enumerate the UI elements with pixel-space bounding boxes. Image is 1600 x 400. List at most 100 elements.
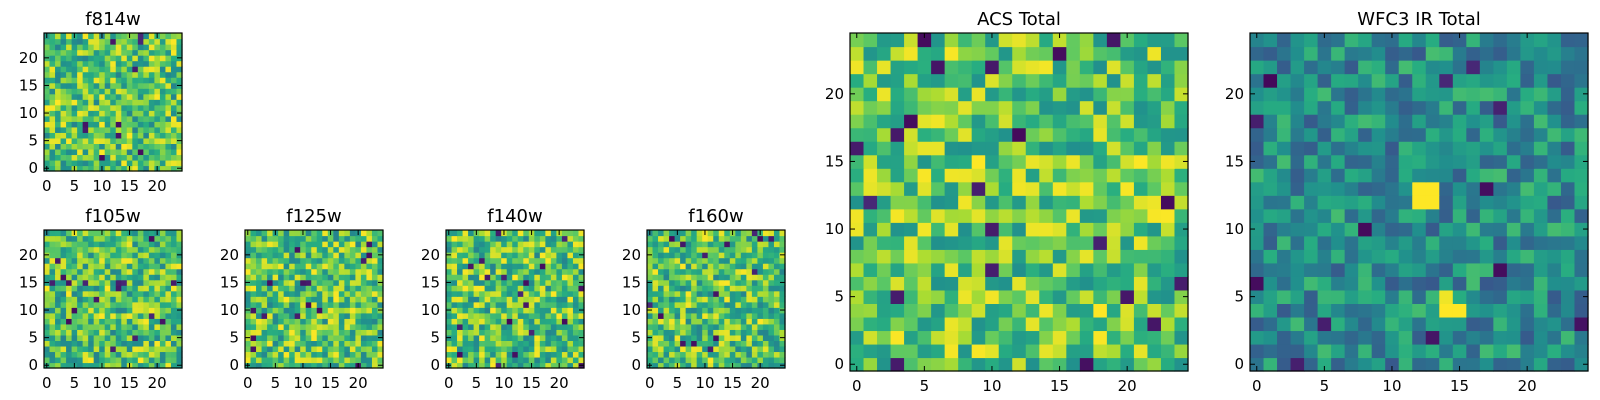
heatmap-cell [44, 268, 51, 275]
heatmap-cell [691, 334, 698, 341]
heatmap-cell [371, 356, 379, 364]
heatmap-cell [658, 356, 665, 364]
heatmap-cell [1547, 141, 1562, 156]
heatmap-cell [468, 285, 475, 292]
heatmap-cell [1547, 33, 1562, 48]
heatmap-cell [165, 126, 172, 133]
heatmap-cells [850, 33, 1189, 372]
heatmap-cell [702, 235, 709, 242]
heatmap-cell [773, 318, 781, 325]
heatmap-cell [88, 301, 95, 308]
heatmap-cell [506, 334, 513, 341]
heatmap-cell [170, 159, 178, 167]
heatmap-cell [71, 290, 78, 297]
heatmap-cell [143, 110, 150, 117]
heatmap-cell [680, 235, 687, 242]
y-tick-label: 0 [28, 356, 38, 374]
heatmap-cell [647, 290, 654, 297]
heatmap-cell [60, 38, 67, 45]
heatmap-cell [735, 285, 742, 292]
heatmap-cell [1344, 343, 1359, 359]
heatmap-cell [762, 312, 770, 319]
heatmap-cell [121, 60, 128, 67]
heatmap-cell [468, 307, 475, 314]
heatmap-cell [517, 296, 524, 303]
heatmap-cell [148, 154, 155, 161]
heatmap-cell [1304, 46, 1319, 61]
heatmap-cell [850, 114, 865, 129]
heatmap-cell [82, 143, 89, 150]
heatmap-cell [267, 301, 274, 308]
heatmap-cell [556, 268, 563, 275]
heatmap-cell [49, 60, 56, 67]
y-tick-label: 15 [825, 152, 844, 170]
heatmap-cell [556, 296, 563, 303]
heatmap-cell [82, 351, 89, 358]
heatmap-cell [377, 290, 384, 297]
heatmap-cell [718, 285, 725, 292]
heatmap-cell [165, 323, 172, 330]
heatmap-cell [1425, 357, 1440, 372]
heatmap-cell [256, 279, 263, 286]
heatmap-cell [713, 263, 720, 270]
heatmap-cell [658, 307, 665, 314]
heatmap-cell [377, 351, 384, 358]
heatmap-cell [148, 241, 155, 248]
heatmap-cell [647, 345, 654, 353]
heatmap-cell [305, 312, 312, 319]
heatmap-cell [713, 334, 720, 341]
heatmap-cell [165, 241, 172, 248]
heatmap-cell [88, 104, 95, 111]
heatmap-cell [534, 274, 541, 281]
heatmap-cell [66, 38, 73, 45]
heatmap-cell [702, 318, 709, 325]
heatmap-cell [1106, 316, 1121, 332]
heatmap-cell [344, 351, 351, 358]
heatmap-cell [60, 362, 67, 369]
heatmap-cell [658, 345, 665, 353]
heatmap-cells [44, 230, 183, 369]
heatmap-cell [93, 329, 100, 336]
heatmap-cell [1025, 60, 1040, 75]
heatmap-cell [944, 46, 959, 61]
heatmap-cell [159, 154, 167, 161]
heatmap-cell [77, 329, 84, 336]
heatmap-cell [506, 356, 513, 364]
heatmap-cell [702, 301, 709, 308]
heatmap-cell [768, 351, 775, 358]
heatmap-cell [1479, 33, 1494, 48]
heatmap-cell [1147, 249, 1162, 264]
heatmap-cell [998, 235, 1013, 250]
heatmap-cell [528, 252, 535, 259]
heatmap-cell [1304, 249, 1319, 264]
heatmap-cell [115, 77, 122, 84]
heatmap-cell [1106, 303, 1121, 318]
heatmap-cell [1560, 73, 1576, 88]
heatmap-cell [1277, 141, 1292, 156]
heatmap-cell [1344, 289, 1359, 304]
heatmap-cell [322, 252, 329, 259]
heatmap-cell [1277, 87, 1292, 102]
heatmap-cell [779, 318, 786, 325]
heatmap-cell [66, 49, 73, 56]
heatmap-cell [1358, 46, 1373, 61]
heatmap-cell [501, 356, 508, 364]
heatmap-cell [344, 285, 351, 292]
heatmap-cell [663, 290, 670, 297]
heatmap-cell [1331, 208, 1346, 223]
heatmap-cell [691, 301, 698, 308]
heatmap-cell [49, 318, 56, 325]
heatmap-cell [1052, 276, 1067, 291]
heatmap-cell [1160, 276, 1176, 291]
heatmap-cell [371, 241, 379, 248]
heatmap-cell [1574, 222, 1589, 237]
heatmap-cell [99, 44, 106, 51]
y-tick-label: 5 [430, 329, 440, 347]
heatmap-cell [132, 121, 139, 128]
heatmap-cell [333, 323, 340, 330]
heatmap-cell [958, 208, 973, 223]
heatmap-cell [523, 345, 530, 353]
heatmap-cell [300, 296, 307, 303]
heatmap-cell [71, 93, 78, 100]
heatmap-cell [137, 351, 144, 358]
